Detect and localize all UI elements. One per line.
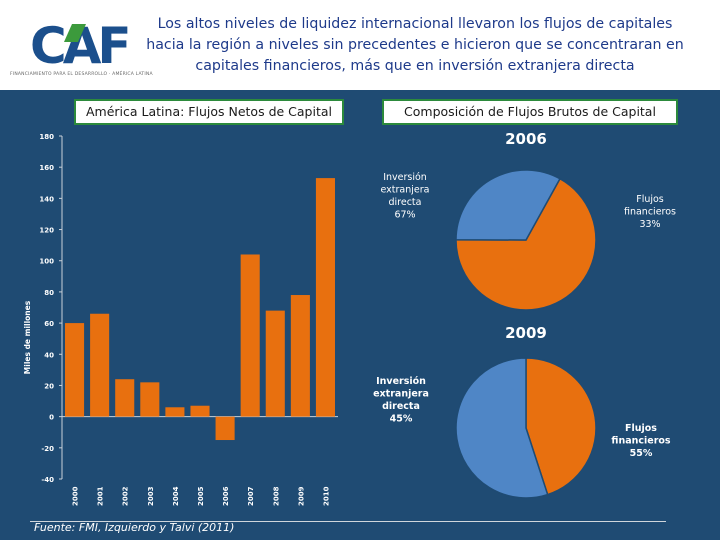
slide-title: Los altos niveles de liquidez internacio… xyxy=(130,14,700,77)
pie-slice-2006-financial xyxy=(455,169,561,241)
source-note: Fuente: FMI, Izquierdo y Talvi (2011) xyxy=(34,521,235,534)
bar-chart-title: América Latina: Flujos Netos de Capital xyxy=(74,99,344,125)
pie-slice-2009-fid xyxy=(525,357,597,496)
title-line-2: hacia la región a niveles sin precedente… xyxy=(146,37,684,53)
y-tick-label: 20 xyxy=(44,382,54,390)
pie-title-2006: 2006 xyxy=(505,130,547,148)
bar-2000 xyxy=(65,323,85,417)
x-tick-label: 2009 xyxy=(297,486,305,506)
y-tick-label: -40 xyxy=(41,476,54,484)
title-line-3: capitales financieros, más que en invers… xyxy=(195,58,635,74)
y-tick-label: 0 xyxy=(49,414,54,422)
bar-2003 xyxy=(140,382,160,417)
pie-slice-2009-financial xyxy=(455,357,549,499)
y-tick-label: 120 xyxy=(39,227,54,235)
pie-chart-title: Composición de Flujos Brutos de Capital xyxy=(382,99,678,125)
y-tick-label: 40 xyxy=(44,351,54,359)
y-tick-label: 140 xyxy=(39,195,54,203)
caf-logo: CAF xyxy=(30,17,132,75)
x-tick-label: 2004 xyxy=(172,486,180,506)
title-line-1: Los altos niveles de liquidez internacio… xyxy=(157,16,673,32)
pie-label-2009-financial: Flujos financieros 55% xyxy=(611,423,671,459)
y-tick-label: 180 xyxy=(39,133,54,141)
source-divider xyxy=(30,521,666,522)
pie-slice-2006-fid xyxy=(455,177,597,311)
bar-2002 xyxy=(115,379,135,417)
x-tick-label: 2008 xyxy=(272,486,280,506)
x-tick-label: 2002 xyxy=(122,486,130,506)
bar-2009 xyxy=(290,295,310,417)
pie-label-2006-fid: Inversión extranjera directa 67% xyxy=(381,172,430,221)
x-tick-label: 2010 xyxy=(322,486,330,506)
bar-2010 xyxy=(315,178,335,417)
x-tick-label: 2003 xyxy=(147,486,155,506)
y-tick-label: 100 xyxy=(39,258,54,266)
bar-2004 xyxy=(165,407,185,417)
bar-2008 xyxy=(265,310,285,417)
logo-tagline: FINANCIAMIENTO PARA EL DESARROLLO · AMÉR… xyxy=(10,72,153,77)
bar-2006 xyxy=(215,416,235,441)
pie-title-2009: 2009 xyxy=(505,324,547,342)
y-tick-label: 60 xyxy=(44,320,54,328)
bar-chart: -40 -20 0 20 40 60 80 100 120 140 160 180 2000 2001 20… xyxy=(23,133,338,506)
caf-logo-accent xyxy=(64,24,86,42)
x-tick-label: 2001 xyxy=(97,486,105,506)
x-tick-label: 2006 xyxy=(222,486,230,506)
x-tick-label: 2007 xyxy=(247,486,255,506)
bar-2007 xyxy=(240,254,260,417)
x-tick-label: 2005 xyxy=(197,486,205,506)
y-tick-label: -20 xyxy=(41,445,54,453)
x-tick-label: 2000 xyxy=(72,486,80,506)
pie-charts: 2006 Inversión extranjera directa 67% Flujos f… xyxy=(373,130,676,499)
header: CAF FINANCIAMIENTO PARA EL DESARROLLO · … xyxy=(0,0,720,90)
pie-label-2006-financial: Flujos financieros 33% xyxy=(624,194,676,230)
pie-label-2009-fid: Inversión extranjera directa 45% xyxy=(373,376,429,425)
bar-2005 xyxy=(190,405,210,417)
bar-2001 xyxy=(90,313,110,417)
y-tick-label: 80 xyxy=(44,289,54,297)
y-tick-label: 160 xyxy=(39,164,54,172)
y-axis-label: Miles de millones xyxy=(23,300,32,374)
